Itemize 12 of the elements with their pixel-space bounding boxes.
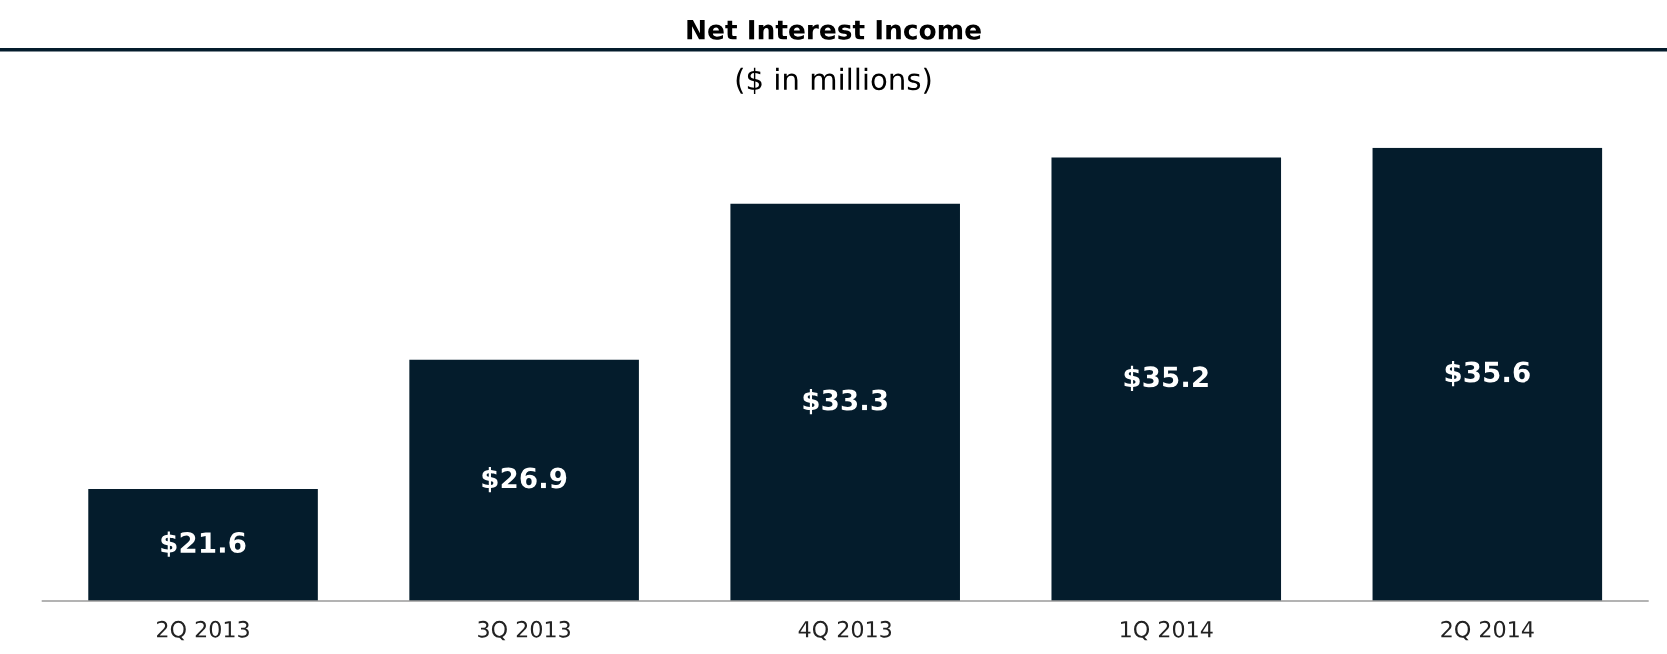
chart-title: Net Interest Income (687, 20, 981, 40)
data-label: $35.2 (1124, 365, 1208, 392)
x-tick-label: 2Q 2014 (1441, 620, 1534, 641)
data-label: $35.6 (1445, 360, 1530, 387)
data-label: $26.9 (482, 466, 567, 493)
x-tick-label: 4Q 2013 (798, 620, 892, 641)
x-tick-label: 1Q 2014 (1121, 620, 1213, 641)
x-tick-label: 2Q 2013 (157, 620, 249, 641)
data-label: $33.3 (803, 388, 887, 415)
chart-subtitle: ($ in millions) (736, 67, 931, 95)
data-label: $21.6 (161, 531, 246, 557)
x-tick-label: 3Q 2013 (478, 620, 570, 641)
